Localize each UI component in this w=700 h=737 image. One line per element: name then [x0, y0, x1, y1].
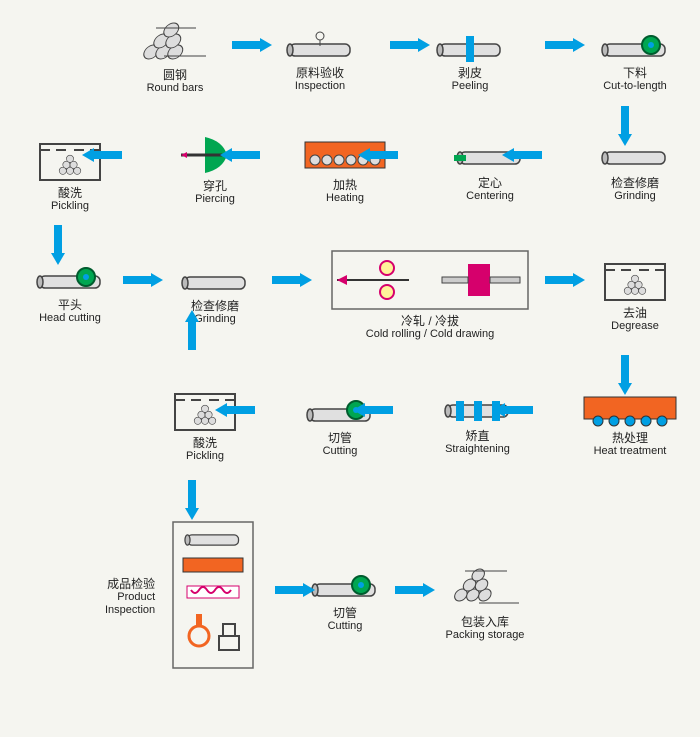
inspect-box-icon: [171, 520, 255, 670]
tube-disc-icon: [30, 260, 110, 294]
step-piercing: 穿孔 Piercing: [170, 135, 260, 207]
en-label: Round bars: [130, 82, 220, 95]
tube-gauge-icon: [280, 30, 360, 62]
tube-green-icon: [450, 140, 530, 172]
tube-disc-icon: [305, 570, 385, 602]
en-label: Peeling: [430, 80, 510, 93]
cn-label: 平头: [25, 298, 115, 312]
step-cut-to-length: 下料 Cut-to-length: [590, 30, 680, 94]
tank-icon: [169, 388, 241, 432]
step-straightening: 矫直 Straightening: [430, 395, 525, 457]
en-label: Cutting: [305, 620, 385, 633]
cn-label: 原料验收: [275, 66, 365, 80]
cn-label: 切管: [305, 606, 385, 620]
step-heating: 加热 Heating: [300, 140, 390, 206]
en-label: Heating: [300, 192, 390, 205]
en-label: Cut-to-length: [590, 80, 680, 93]
round-bars-icon: [140, 20, 210, 64]
furnace-icon: [582, 395, 678, 427]
en-label: Heat treatment: [580, 445, 680, 458]
step-pickling2: 酸洗 Pickling: [160, 388, 250, 464]
step-cutting1: 切管 Cutting: [300, 395, 380, 459]
step-peeling: 剥皮 Peeling: [430, 30, 510, 94]
cn-label: 加热: [300, 178, 390, 192]
step-grinding1: 检查修磨 Grinding: [590, 140, 680, 204]
cn-label: 热处理: [580, 431, 680, 445]
step-heat-treatment: 热处理 Heat treatment: [580, 395, 680, 459]
en-label: Grinding: [170, 313, 260, 326]
step-pickling1: 酸洗 Pickling: [25, 138, 115, 214]
en-label: Grinding: [590, 190, 680, 203]
tube-disc-icon: [300, 395, 380, 427]
tank-icon: [34, 138, 106, 182]
cn-label: 检查修磨: [170, 299, 260, 313]
step-degrease: 去油 Degrease: [590, 258, 680, 334]
en-label: Inspection: [275, 80, 365, 93]
cn-label: 矫直: [430, 429, 525, 443]
tank-icon: [599, 258, 671, 302]
en-label: Piercing: [170, 193, 260, 206]
pierce-icon: [175, 135, 255, 175]
step-cold-roll: 冷轧 / 冷拔 Cold rolling / Cold drawing: [330, 250, 530, 342]
cn-label: 检查修磨: [590, 176, 680, 190]
step-inspection: 原料验收 Inspection: [275, 30, 365, 94]
step-centering: 定心 Centering: [445, 140, 535, 204]
cn-label: 圆钢: [130, 68, 220, 82]
tube-icon: [175, 265, 255, 295]
step-head-cutting: 平头 Head cutting: [25, 260, 115, 326]
en-label: Straightening: [430, 443, 525, 456]
straighten-icon: [433, 395, 523, 425]
en-label: Cold rolling / Cold drawing: [330, 328, 530, 341]
cn-label: 下料: [590, 66, 680, 80]
step-grinding2: 检查修磨 Grinding: [170, 265, 260, 327]
step-packing: 包装入库 Packing storage: [430, 565, 540, 643]
en-label: Packing storage: [430, 629, 540, 642]
en-label: Cutting: [300, 445, 380, 458]
step-round-bars: 圆钢 Round bars: [130, 20, 220, 96]
cn-label: 冷轧 / 冷拔: [330, 314, 530, 328]
step-cutting2: 切管 Cutting: [305, 570, 385, 634]
en-label: Centering: [445, 190, 535, 203]
en-label: Pickling: [160, 450, 250, 463]
en-label: Head cutting: [25, 312, 115, 325]
en-label: Product Inspection: [105, 591, 155, 617]
tube-icon: [595, 140, 675, 172]
cold-roll-icon: [331, 250, 529, 310]
cn-label: 定心: [445, 176, 535, 190]
en-label: Degrease: [590, 320, 680, 333]
furnace-icon: [301, 140, 389, 174]
step-product-inspection: 成品检验 Product Inspection: [105, 520, 265, 674]
cn-label: 去油: [590, 306, 680, 320]
bundle-icon: [445, 565, 525, 611]
cn-label: 包装入库: [430, 615, 540, 629]
tube-clamp-icon: [430, 30, 510, 62]
cn-label: 酸洗: [25, 186, 115, 200]
en-label: Pickling: [25, 200, 115, 213]
cn-label: 切管: [300, 431, 380, 445]
cn-label: 成品检验: [105, 577, 155, 591]
cn-label: 剥皮: [430, 66, 510, 80]
tube-disc-icon: [595, 30, 675, 62]
cn-label: 穿孔: [170, 179, 260, 193]
cn-label: 酸洗: [160, 436, 250, 450]
